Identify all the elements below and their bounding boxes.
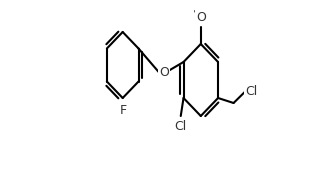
Text: F: F [120, 103, 127, 117]
Text: Cl: Cl [246, 85, 258, 97]
Text: Cl: Cl [175, 120, 187, 132]
Text: O: O [196, 11, 206, 23]
Text: O: O [159, 65, 169, 78]
